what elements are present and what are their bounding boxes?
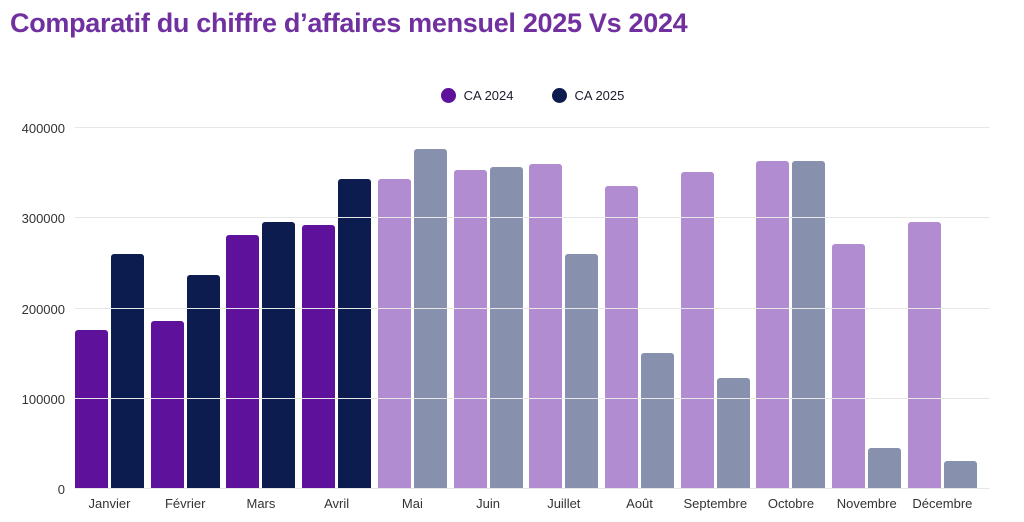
bars-container bbox=[75, 128, 977, 489]
bar-group-mai bbox=[377, 148, 447, 489]
x-axis-labels: Janvier Février Mars Avril Mai Juin Juillet Aoû… bbox=[75, 496, 977, 511]
x-axis-label-août: Août bbox=[626, 496, 653, 511]
bar-ca2025-mai[interactable] bbox=[413, 148, 447, 489]
bar-group-octobre bbox=[756, 160, 826, 489]
bar-group-décembre bbox=[907, 221, 977, 489]
bar-ca2024-décembre[interactable] bbox=[907, 221, 941, 489]
x-axis-label-octobre: Octobre bbox=[767, 496, 815, 511]
bar-ca2024-juin[interactable] bbox=[453, 170, 487, 489]
bar-group-juin bbox=[453, 166, 523, 489]
x-axis-label-mai: Mai bbox=[401, 496, 423, 511]
bar-ca2024-mai[interactable] bbox=[377, 179, 411, 489]
bar-ca2024-mars[interactable] bbox=[226, 235, 260, 489]
x-axis-label-décembre: Décembre bbox=[912, 496, 973, 511]
legend-item-ca-2025[interactable]: CA 2025 bbox=[551, 88, 625, 103]
y-tick-label-300000: 300000 bbox=[21, 211, 65, 227]
x-axis-label-septembre: Septembre bbox=[683, 496, 748, 511]
bar-ca2024-septembre[interactable] bbox=[680, 172, 714, 489]
bar-group-août bbox=[605, 185, 675, 489]
x-axis-label-avril: Avril bbox=[324, 496, 350, 511]
bar-ca2024-avril[interactable] bbox=[302, 224, 336, 489]
x-axis-label-janvier: Janvier bbox=[88, 496, 131, 511]
legend-item-ca-2024[interactable]: CA 2024 bbox=[440, 88, 514, 103]
legend-item-label: CA 2025 bbox=[574, 88, 625, 103]
bar-ca2025-décembre[interactable] bbox=[943, 461, 977, 489]
bar-ca2024-février[interactable] bbox=[150, 321, 184, 489]
x-axis-label-juin: Juin bbox=[476, 496, 501, 511]
x-axis-label-mars: Mars bbox=[246, 496, 276, 511]
bar-chart-plot-area: Janvier Février Mars Avril Mai Juin Juillet Aoû… bbox=[22, 118, 990, 511]
bar-ca2025-juin[interactable] bbox=[489, 166, 523, 489]
legend-item-label: CA 2024 bbox=[463, 88, 514, 103]
legend-dot-icon bbox=[440, 88, 456, 103]
bar-group-septembre bbox=[680, 172, 750, 489]
bar-ca2024-octobre[interactable] bbox=[756, 160, 790, 489]
bar-ca2024-janvier[interactable] bbox=[75, 330, 108, 489]
y-tick-label-0: 0 bbox=[57, 482, 65, 497]
bar-group-novembre bbox=[832, 243, 902, 489]
bar-group-janvier bbox=[75, 254, 144, 489]
y-tick-label-100000: 100000 bbox=[21, 391, 65, 407]
x-axis-label-février: Février bbox=[164, 496, 206, 511]
bar-group-avril bbox=[302, 179, 372, 489]
bar-ca2024-août[interactable] bbox=[605, 185, 639, 489]
chart-title: Comparatif du chiffre d’affaires mensuel… bbox=[10, 8, 688, 38]
bar-ca2024-juillet[interactable] bbox=[529, 164, 563, 489]
gridline-100000 bbox=[75, 397, 990, 399]
bar-ca2025-janvier[interactable] bbox=[111, 254, 144, 489]
bar-group-juillet bbox=[529, 164, 599, 489]
gridline-0 bbox=[75, 488, 990, 489]
bar-ca2025-novembre[interactable] bbox=[868, 447, 902, 489]
x-axis-label-juillet: Juillet bbox=[547, 496, 581, 511]
chart-legend: CA 2024 CA 2025 bbox=[75, 88, 990, 103]
bar-group-mars bbox=[226, 221, 296, 489]
bar-ca2025-avril[interactable] bbox=[338, 179, 372, 489]
y-tick-label-400000: 400000 bbox=[21, 121, 65, 136]
gridline-200000 bbox=[75, 307, 990, 309]
x-axis-label-novembre: Novembre bbox=[836, 496, 897, 511]
bar-ca2025-juillet[interactable] bbox=[565, 254, 599, 489]
bar-ca2025-octobre[interactable] bbox=[792, 160, 826, 489]
bar-ca2025-septembre[interactable] bbox=[716, 378, 750, 489]
bar-ca2025-mars[interactable] bbox=[262, 221, 296, 489]
bar-ca2025-août[interactable] bbox=[641, 352, 675, 489]
y-tick-label-200000: 200000 bbox=[21, 301, 65, 317]
bar-ca2024-novembre[interactable] bbox=[832, 243, 866, 489]
bar-group-février bbox=[150, 275, 220, 489]
legend-dot-icon bbox=[551, 88, 567, 103]
bar-ca2025-février[interactable] bbox=[186, 275, 220, 489]
gridline-300000 bbox=[75, 217, 990, 219]
gridline-400000 bbox=[75, 127, 990, 128]
